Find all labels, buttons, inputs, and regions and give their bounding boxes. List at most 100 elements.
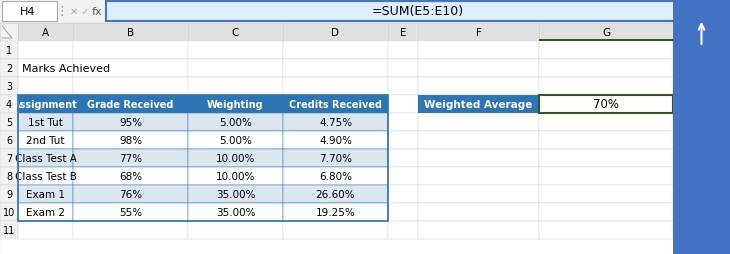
Bar (539, 96, 673, 114)
Bar (539, 185, 673, 203)
Bar (283, 221, 388, 239)
Bar (188, 203, 283, 221)
Text: 7: 7 (6, 153, 12, 163)
Bar (283, 96, 388, 114)
Bar (188, 24, 283, 42)
Bar (539, 40, 673, 42)
Bar (283, 185, 388, 203)
Bar (673, 96, 730, 114)
Bar (18, 114, 73, 132)
Text: 1st Tut: 1st Tut (28, 118, 63, 128)
Bar (388, 96, 418, 114)
Bar (388, 203, 418, 221)
Bar (188, 96, 283, 114)
Bar (188, 149, 283, 167)
Text: Exam 1: Exam 1 (26, 189, 65, 199)
Bar (188, 60, 283, 78)
Bar (388, 60, 418, 78)
Bar (73, 114, 188, 132)
Bar (283, 42, 388, 60)
Bar (188, 96, 283, 114)
Text: 11: 11 (3, 225, 15, 235)
Bar (418, 203, 539, 221)
Bar (283, 132, 388, 149)
Bar (283, 78, 388, 96)
Bar (0, 132, 18, 149)
Bar (73, 42, 188, 60)
Text: Class Test B: Class Test B (15, 171, 77, 181)
Text: ✓: ✓ (81, 7, 89, 17)
Bar (73, 185, 188, 203)
Bar (418, 114, 539, 132)
Bar (18, 132, 73, 149)
Bar (188, 185, 283, 203)
Text: H4: H4 (20, 7, 36, 17)
Bar (388, 185, 418, 203)
Bar (388, 114, 418, 132)
Bar (73, 24, 188, 42)
Bar (0, 42, 18, 60)
Text: 68%: 68% (119, 171, 142, 181)
Bar (18, 185, 73, 203)
Bar (0, 149, 18, 167)
Bar (188, 167, 283, 185)
Bar (188, 114, 283, 132)
Bar (18, 221, 73, 239)
Text: 4.75%: 4.75% (319, 118, 352, 128)
Text: 4: 4 (6, 100, 12, 109)
Bar (418, 60, 539, 78)
Bar (0, 60, 18, 78)
Bar (539, 60, 673, 78)
Text: Exam 2: Exam 2 (26, 207, 65, 217)
Text: G: G (602, 28, 610, 38)
Text: ⋮: ⋮ (55, 6, 68, 19)
Bar (18, 114, 73, 132)
Bar (0, 167, 18, 185)
Bar (188, 185, 283, 203)
Bar (673, 203, 730, 221)
Bar (18, 60, 73, 78)
Bar (673, 0, 730, 254)
Bar (283, 203, 388, 221)
Text: 1: 1 (6, 46, 12, 56)
Bar (283, 132, 388, 149)
Text: A: A (42, 28, 49, 38)
Bar (0, 78, 18, 96)
Bar (673, 60, 730, 78)
Bar (18, 167, 73, 185)
Bar (73, 60, 188, 78)
Text: 3: 3 (6, 82, 12, 92)
Text: 2: 2 (6, 64, 12, 74)
Text: 19.25%: 19.25% (315, 207, 356, 217)
Bar (73, 132, 188, 149)
Bar (18, 203, 73, 221)
Bar (418, 42, 539, 60)
Bar (283, 96, 388, 114)
Text: 4.90%: 4.90% (319, 135, 352, 146)
Text: 5.00%: 5.00% (219, 118, 252, 128)
Text: Weighting: Weighting (207, 100, 264, 109)
Bar (188, 132, 283, 149)
Text: 8: 8 (6, 171, 12, 181)
Bar (388, 24, 418, 42)
Bar (18, 78, 73, 96)
Bar (18, 96, 388, 221)
Bar (188, 167, 283, 185)
Bar (283, 203, 388, 221)
Bar (0, 24, 730, 42)
Bar (283, 60, 388, 78)
Bar (539, 96, 673, 114)
Bar (18, 24, 73, 42)
Text: 5: 5 (6, 118, 12, 128)
Text: Class Test A: Class Test A (15, 153, 77, 163)
Bar (539, 149, 673, 167)
Text: E: E (400, 28, 407, 38)
Text: D: D (331, 28, 339, 38)
Bar (388, 221, 418, 239)
Bar (18, 96, 73, 114)
Bar (188, 132, 283, 149)
Bar (73, 78, 188, 96)
Bar (539, 221, 673, 239)
Bar (418, 167, 539, 185)
Bar (283, 149, 388, 167)
